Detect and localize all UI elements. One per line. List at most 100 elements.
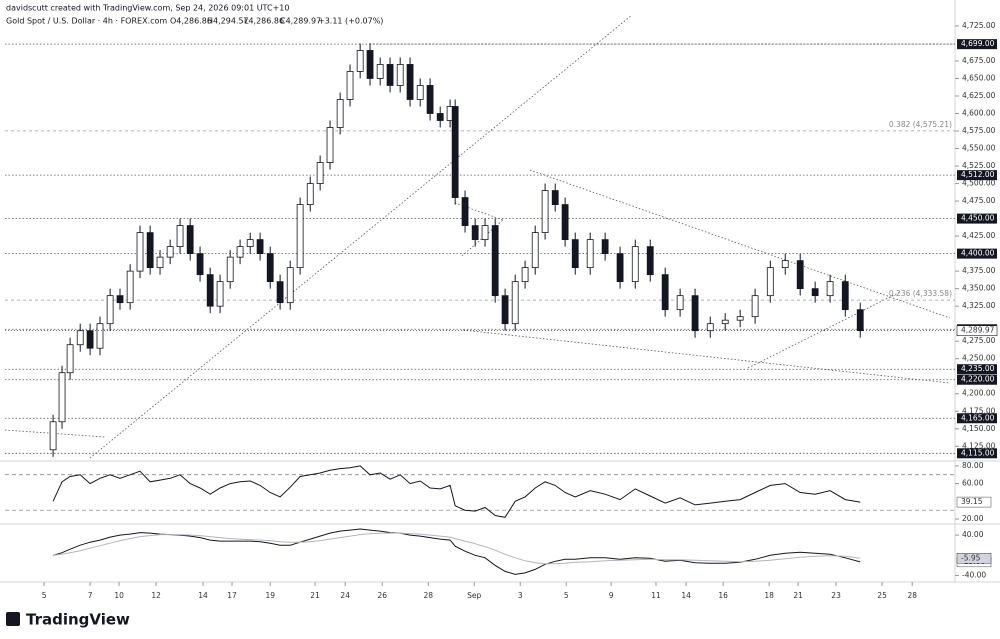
level-badge — [957, 170, 997, 181]
y-tick-label: 4,375.00 — [962, 266, 996, 275]
candle-body — [706, 323, 714, 332]
candle-body — [136, 232, 144, 272]
level-label: 4,512.00 — [961, 170, 995, 179]
y-tick-label: 4,550.00 — [962, 144, 996, 153]
ohlc-open: O4,286.86 — [170, 17, 212, 26]
indicator-line — [52, 465, 861, 518]
x-tick-label: 12 — [151, 591, 161, 600]
candle-body — [366, 50, 374, 79]
x-tick-label: 19 — [265, 591, 275, 600]
candle-body — [356, 50, 364, 72]
x-tick-label: 28 — [423, 591, 433, 600]
y-tick-label: 4,525.00 — [962, 161, 996, 170]
candle-body — [616, 253, 624, 283]
last-value-badge — [956, 553, 992, 564]
level-label: 4,165.00 — [961, 413, 995, 422]
candle-body — [856, 309, 864, 332]
x-tick-label: 14 — [198, 591, 208, 600]
x-tick-label: 26 — [377, 591, 387, 600]
candle-body — [346, 71, 354, 100]
candle-body — [521, 267, 529, 283]
candle-body — [571, 239, 579, 269]
y-tick-label: 4,200.00 — [962, 389, 996, 398]
candle-body — [531, 232, 539, 269]
level-badge — [957, 364, 997, 375]
indicator-line — [53, 532, 861, 565]
y-tick-label: 4,325.00 — [962, 301, 996, 310]
candle-body — [561, 204, 569, 241]
candle-body — [166, 246, 174, 258]
candle-body — [471, 225, 479, 241]
y-tick-label: 4,600.00 — [962, 108, 996, 117]
candle-body — [811, 288, 819, 297]
y-tick-label: 4,475.00 — [962, 196, 996, 205]
last-value-badge — [956, 496, 992, 508]
candle-body — [296, 204, 304, 269]
x-tick-label: 28 — [907, 591, 917, 600]
candle-body — [49, 421, 57, 451]
attribution: davidscutt created with TradingView.com,… — [6, 4, 289, 13]
y-tick-label: 20.00 — [962, 514, 984, 523]
y-tick-label: 4,275.00 — [962, 336, 996, 345]
candle-body — [501, 295, 509, 325]
level-label: 4,699.00 — [961, 39, 995, 48]
y-tick-label: 4,150.00 — [962, 424, 996, 433]
x-tick-label: 9 — [609, 591, 614, 600]
candle-body — [396, 64, 404, 86]
candle-body — [721, 319, 729, 325]
candle-body — [631, 246, 639, 283]
y-tick-label: 4,575.00 — [962, 126, 996, 135]
candle-body — [216, 281, 224, 307]
x-tick-label: 17 — [227, 591, 237, 600]
x-tick-label: 23 — [831, 591, 841, 600]
y-tick-label: 4,175.00 — [962, 406, 996, 415]
candle-body — [551, 190, 559, 205]
ohlc-close: C4,289.97 — [280, 17, 321, 26]
candle-body — [511, 281, 519, 325]
candle-body — [306, 183, 314, 205]
current-price-label: 4,289.97 — [961, 326, 995, 335]
candle-body — [276, 281, 284, 304]
candle-body — [376, 64, 384, 79]
candle-body — [841, 281, 849, 311]
candle-body — [66, 344, 74, 374]
x-tick-label: 14 — [681, 591, 691, 600]
candle-body — [661, 274, 669, 311]
x-tick-label: 18 — [764, 591, 774, 600]
candle-body — [796, 260, 804, 290]
candle-body — [156, 256, 164, 269]
candle-body — [481, 225, 489, 241]
candle-body — [126, 270, 134, 304]
current-price-badge — [956, 325, 998, 337]
level-badge — [957, 374, 997, 385]
candle-body — [541, 190, 549, 234]
candle-body — [461, 197, 469, 226]
candle-body — [586, 239, 594, 269]
level-badge — [957, 413, 997, 424]
y-tick-label: 4,500.00 — [962, 179, 996, 188]
candle-body — [226, 256, 234, 283]
candle-body — [751, 295, 759, 318]
candle-body — [58, 372, 66, 423]
level-badge — [957, 213, 997, 224]
ohlc-high: H4,294.57 — [207, 17, 249, 26]
x-tick-label: 21 — [793, 591, 803, 600]
level-badge — [957, 39, 997, 50]
candle-body — [416, 85, 424, 100]
y-tick-label: 4,350.00 — [962, 284, 996, 293]
candle-body — [766, 267, 774, 297]
level-badge — [957, 448, 997, 459]
candle-body — [691, 295, 699, 332]
y-tick-label: 4,725.00 — [962, 21, 996, 30]
x-tick-label: 10 — [114, 591, 124, 600]
x-tick-label: 16 — [718, 591, 728, 600]
y-tick-label: 4,625.00 — [962, 91, 996, 100]
candle-body — [406, 64, 414, 100]
x-tick-label: 7 — [88, 591, 93, 600]
candle-body — [646, 246, 654, 276]
candle-body — [781, 260, 789, 269]
candle-body — [96, 323, 104, 349]
candle-body — [186, 225, 194, 255]
last-value-label: 39.15 — [961, 497, 983, 506]
